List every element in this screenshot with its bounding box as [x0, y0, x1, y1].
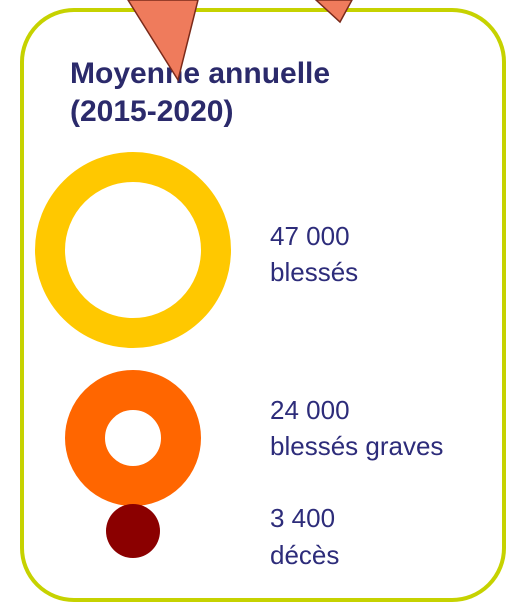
item-value: 24 000: [270, 395, 350, 425]
dot-deaths: [106, 504, 160, 558]
title-line: (2015-2020): [70, 95, 233, 128]
pointer: [127, 0, 199, 82]
item-label: blessés: [270, 257, 358, 287]
pointer: [314, 0, 353, 24]
ring-serious: [65, 370, 201, 506]
item-value: 3 400: [270, 503, 335, 533]
item-value: 47 000: [270, 221, 350, 251]
item-label: blessés graves: [270, 431, 443, 461]
title-line: Moyenne annuelle: [70, 57, 330, 90]
ring-injured: [35, 152, 231, 348]
item-label: décès: [270, 540, 339, 570]
